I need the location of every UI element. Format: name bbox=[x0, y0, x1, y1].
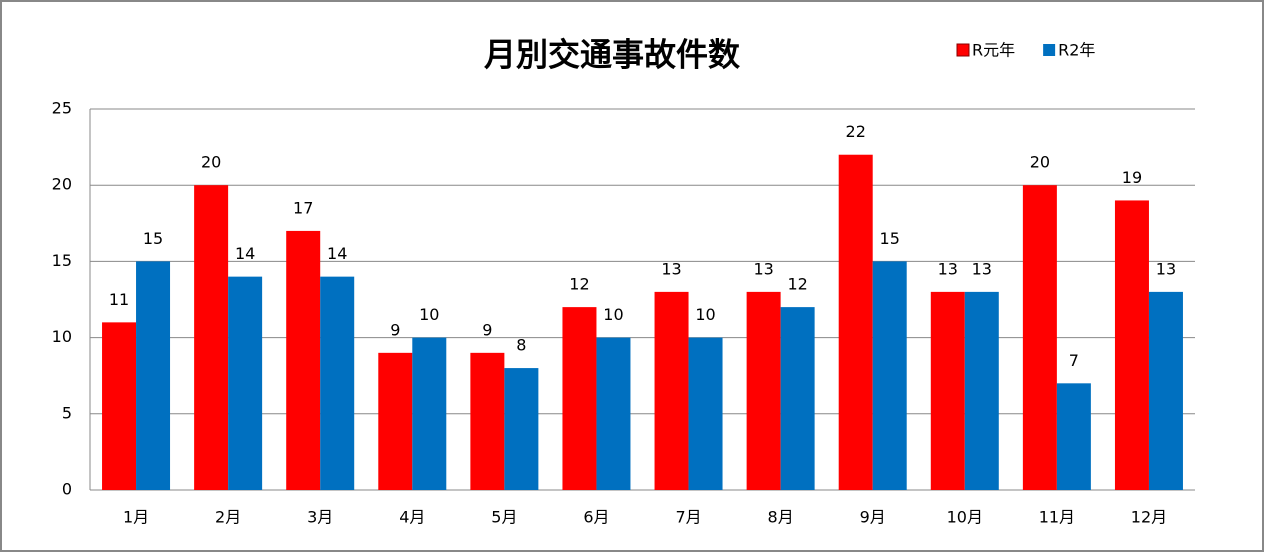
bar bbox=[872, 261, 907, 490]
bar bbox=[136, 261, 171, 490]
data-label: 13 bbox=[753, 259, 773, 278]
legend-label: R2年 bbox=[1058, 41, 1095, 60]
x-tick-label: 10月 bbox=[947, 508, 983, 527]
legend-marker bbox=[1043, 44, 1056, 56]
y-tick-label: 10 bbox=[52, 327, 72, 346]
y-tick-label: 25 bbox=[52, 99, 72, 118]
data-label: 14 bbox=[235, 244, 255, 263]
y-tick-label: 20 bbox=[52, 175, 72, 194]
bar bbox=[964, 291, 999, 490]
bar bbox=[654, 291, 689, 490]
chart-title: 月別交通事故件数 bbox=[484, 36, 741, 74]
bar bbox=[1114, 200, 1149, 490]
bar bbox=[838, 154, 873, 490]
bar bbox=[412, 337, 447, 490]
y-tick-label: 5 bbox=[62, 403, 72, 422]
x-tick-label: 11月 bbox=[1039, 508, 1075, 527]
data-label: 14 bbox=[327, 244, 347, 263]
data-label: 13 bbox=[972, 259, 992, 278]
data-label: 22 bbox=[846, 122, 866, 141]
x-tick-label: 6月 bbox=[583, 508, 609, 527]
legend-marker bbox=[956, 43, 970, 57]
y-tick-label: 15 bbox=[52, 251, 72, 270]
data-label: 9 bbox=[390, 320, 400, 339]
bar bbox=[688, 337, 723, 490]
bar bbox=[780, 307, 815, 490]
x-tick-label: 7月 bbox=[675, 508, 701, 527]
bar bbox=[228, 276, 263, 490]
data-label: 13 bbox=[1156, 259, 1176, 278]
bar bbox=[470, 352, 505, 490]
data-label: 9 bbox=[482, 320, 492, 339]
bar bbox=[562, 307, 597, 490]
x-tick-label: 3月 bbox=[307, 508, 333, 527]
bar bbox=[1148, 291, 1183, 490]
bar bbox=[596, 337, 631, 490]
bar bbox=[102, 322, 137, 490]
x-tick-label: 2月 bbox=[215, 508, 241, 527]
data-label: 19 bbox=[1122, 168, 1142, 187]
data-label: 13 bbox=[938, 259, 958, 278]
data-label: 20 bbox=[1030, 153, 1050, 172]
x-tick-label: 12月 bbox=[1131, 508, 1167, 527]
x-tick-label: 1月 bbox=[123, 508, 149, 527]
bar bbox=[504, 368, 539, 490]
data-label: 12 bbox=[787, 275, 807, 294]
legend-label: R元年 bbox=[972, 41, 1015, 60]
y-tick-label: 0 bbox=[62, 480, 72, 499]
bar bbox=[378, 352, 413, 490]
x-tick-label: 9月 bbox=[860, 508, 886, 527]
data-label: 12 bbox=[569, 275, 589, 294]
x-tick-label: 5月 bbox=[491, 508, 517, 527]
data-label: 8 bbox=[516, 336, 526, 355]
bar bbox=[930, 291, 965, 490]
data-label: 20 bbox=[201, 153, 221, 172]
data-label: 13 bbox=[661, 259, 681, 278]
bar bbox=[746, 291, 781, 490]
data-label: 17 bbox=[293, 198, 313, 217]
bar bbox=[1056, 383, 1091, 490]
data-label: 15 bbox=[880, 229, 900, 248]
data-label: 10 bbox=[695, 305, 715, 324]
data-label: 7 bbox=[1069, 351, 1079, 370]
data-label: 10 bbox=[603, 305, 623, 324]
bar bbox=[320, 276, 355, 490]
bar bbox=[286, 230, 321, 491]
data-label: 15 bbox=[143, 229, 163, 248]
x-tick-label: 8月 bbox=[768, 508, 794, 527]
data-label: 10 bbox=[419, 305, 439, 324]
x-tick-label: 4月 bbox=[399, 508, 425, 527]
bar bbox=[1022, 185, 1057, 490]
bar bbox=[194, 185, 229, 490]
data-label: 11 bbox=[109, 290, 129, 309]
